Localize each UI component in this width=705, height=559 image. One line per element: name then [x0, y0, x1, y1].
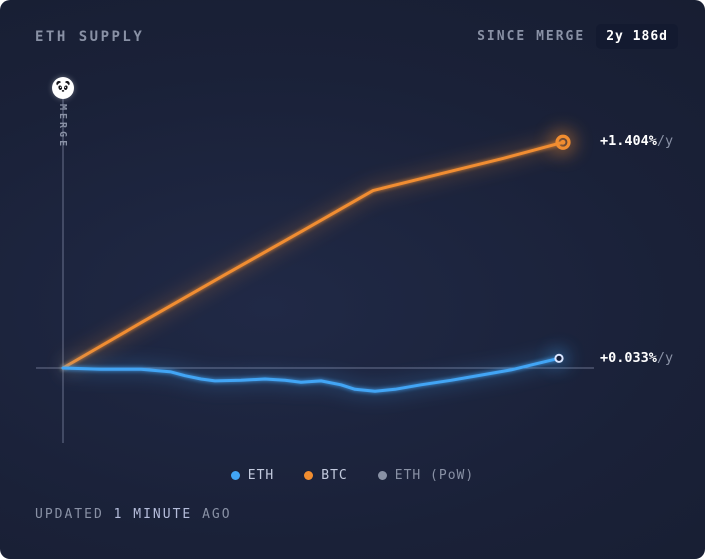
eth-growth-label: +0.033%/y [600, 350, 673, 366]
series-layer [59, 130, 575, 399]
merge-marker-label: MERGE [57, 104, 68, 150]
legend-item-eth: ETH [230, 468, 275, 483]
legend-item-eth-pow: ETH (PoW) [377, 468, 475, 483]
legend-label-eth: ETH [247, 468, 275, 483]
updated-status: UPDATED 1 MINUTE AGO [35, 507, 232, 522]
legend-label-eth-pow: ETH (PoW) [394, 468, 475, 483]
updated-prefix: UPDATED [35, 507, 104, 522]
panda-icon [52, 77, 74, 99]
panda-icon-glyph [56, 80, 70, 96]
legend-item-btc: BTC [304, 468, 347, 483]
since-merge-label: SINCE MERGE [477, 29, 586, 44]
btc-growth-label: +1.404%/y [600, 133, 673, 149]
btc-growth-suffix: /y [656, 133, 674, 149]
eth-pow-dot-icon [377, 471, 387, 480]
btc-dot-icon [304, 471, 314, 480]
legend: ETH BTC ETH (PoW) [0, 468, 705, 483]
timeframe-group: SINCE MERGE 2y 186d [477, 24, 678, 49]
eth-dot-icon [230, 471, 240, 480]
btc-growth-value: +1.404% [600, 133, 657, 149]
updated-value: 1 MINUTE [113, 507, 193, 522]
since-merge-badge[interactable]: 2y 186d [596, 24, 678, 49]
legend-label-btc: BTC [321, 468, 348, 483]
updated-suffix: AGO [202, 507, 232, 522]
page-title: ETH SUPPLY [35, 29, 145, 45]
eth-growth-value: +0.033% [600, 350, 657, 366]
eth-growth-suffix: /y [656, 350, 674, 366]
